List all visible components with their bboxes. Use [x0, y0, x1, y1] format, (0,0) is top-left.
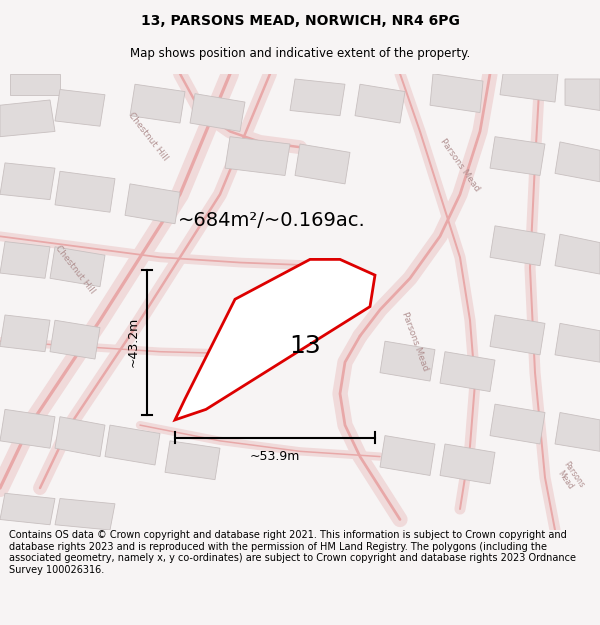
- Polygon shape: [295, 144, 350, 184]
- Text: ~43.2m: ~43.2m: [127, 317, 139, 368]
- Polygon shape: [440, 444, 495, 484]
- Text: Map shows position and indicative extent of the property.: Map shows position and indicative extent…: [130, 47, 470, 59]
- Polygon shape: [105, 425, 160, 465]
- Polygon shape: [55, 417, 105, 457]
- Polygon shape: [290, 79, 345, 116]
- Polygon shape: [225, 137, 290, 176]
- Polygon shape: [555, 323, 600, 362]
- Polygon shape: [10, 74, 60, 95]
- Polygon shape: [190, 94, 245, 131]
- Polygon shape: [55, 171, 115, 212]
- Text: 13, PARSONS MEAD, NORWICH, NR4 6PG: 13, PARSONS MEAD, NORWICH, NR4 6PG: [140, 14, 460, 28]
- Polygon shape: [0, 315, 50, 352]
- Polygon shape: [175, 259, 375, 420]
- Polygon shape: [0, 100, 55, 137]
- Text: ~53.9m: ~53.9m: [250, 450, 300, 463]
- Text: Parsons
Mead: Parsons Mead: [554, 460, 586, 495]
- Polygon shape: [490, 137, 545, 176]
- Polygon shape: [555, 412, 600, 451]
- Polygon shape: [380, 341, 435, 381]
- Polygon shape: [50, 320, 100, 359]
- Polygon shape: [440, 352, 495, 391]
- Text: ~684m²/~0.169ac.: ~684m²/~0.169ac.: [178, 211, 366, 230]
- Polygon shape: [490, 226, 545, 266]
- Polygon shape: [50, 247, 105, 287]
- Polygon shape: [565, 79, 600, 111]
- Text: Chestnut Hill: Chestnut Hill: [127, 111, 170, 162]
- Polygon shape: [130, 84, 185, 123]
- Text: 13: 13: [289, 334, 321, 359]
- Polygon shape: [165, 441, 220, 479]
- Polygon shape: [0, 163, 55, 199]
- Text: Contains OS data © Crown copyright and database right 2021. This information is : Contains OS data © Crown copyright and d…: [9, 530, 576, 575]
- Polygon shape: [0, 242, 50, 278]
- Polygon shape: [55, 499, 115, 530]
- Polygon shape: [430, 74, 483, 112]
- Text: Parsons Mead: Parsons Mead: [439, 137, 482, 193]
- Text: Parsons Mead: Parsons Mead: [400, 311, 430, 372]
- Polygon shape: [125, 184, 180, 224]
- Polygon shape: [55, 89, 105, 126]
- Polygon shape: [380, 436, 435, 476]
- Polygon shape: [555, 142, 600, 182]
- Polygon shape: [500, 74, 558, 102]
- Polygon shape: [490, 404, 545, 444]
- Polygon shape: [490, 315, 545, 355]
- Polygon shape: [555, 234, 600, 274]
- Polygon shape: [0, 493, 55, 525]
- Text: Chestnut Hill: Chestnut Hill: [53, 244, 97, 296]
- Polygon shape: [0, 409, 55, 448]
- Polygon shape: [355, 84, 405, 123]
